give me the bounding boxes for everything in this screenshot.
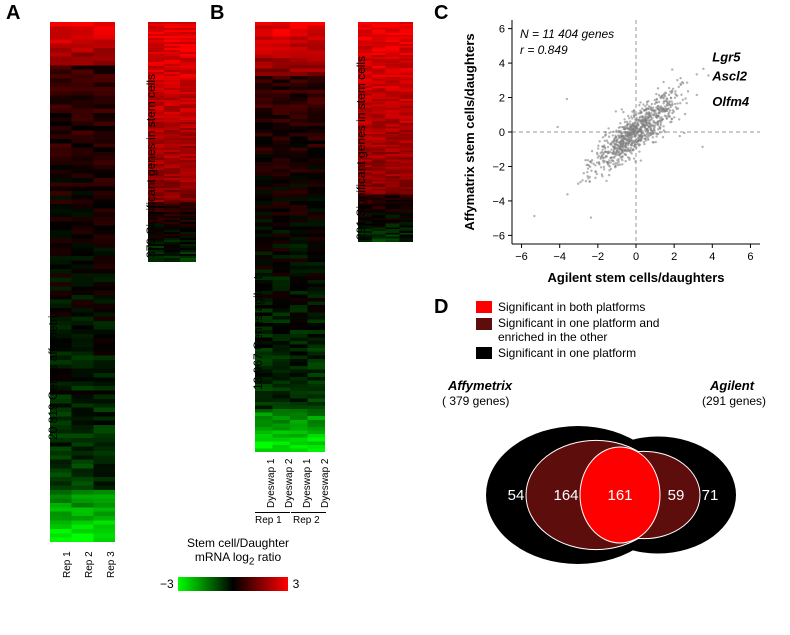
heatmap-a-main-label: 20 819 Genes affymetrix [46, 309, 60, 440]
heatmap-b-main-label: 13 967 Genes agilent [251, 276, 265, 390]
col-label-dye1a: Dyeswap 1 [266, 459, 277, 508]
svg-text:−2: −2 [492, 161, 505, 173]
svg-text:164: 164 [553, 487, 578, 504]
venn-diagram: 54 164 161 59 71 [460, 410, 770, 585]
svg-text:2: 2 [499, 93, 505, 105]
panel-label-a: A [6, 2, 20, 25]
colorbar: −3 3 [160, 575, 299, 593]
svg-text:54: 54 [508, 487, 525, 504]
colorbar-line1: Stem cell/Daughter [158, 536, 318, 550]
svg-text:4: 4 [709, 251, 715, 263]
venn-left-title: Affymetrix [448, 378, 512, 393]
legend-swatch-both [476, 301, 492, 313]
colorbar-max: 3 [293, 577, 300, 591]
svg-text:r = 0.849: r = 0.849 [520, 43, 568, 57]
legend-text-one-enriched: Significant in one platform and enriched… [498, 316, 659, 344]
heatmap-a-main [50, 22, 115, 547]
svg-text:6: 6 [747, 251, 753, 263]
colorbar-title: Stem cell/Daughter mRNA log2 ratio [158, 536, 318, 567]
col-label-rep2: Rep 2 [84, 551, 95, 578]
group-label-rep1: Rep 1 [255, 515, 282, 526]
venn-right-title: Agilent [710, 378, 754, 393]
legend-row-one-enriched: Significant in one platform and enriched… [476, 316, 659, 344]
legend-row-one: Significant in one platform [476, 346, 659, 360]
venn-left-sub: ( 379 genes) [442, 394, 509, 408]
svg-text:0: 0 [499, 127, 505, 139]
svg-text:−2: −2 [592, 251, 605, 263]
svg-text:−4: −4 [492, 196, 505, 208]
heatmap-b-main [255, 22, 325, 457]
scatter-plot: −6 −6 −4 −4 −2 −2 0 0 2 2 4 4 6 6 Agilent stem cells/d… [460, 10, 770, 295]
legend-swatch-one-enriched [476, 318, 492, 330]
venn-right-sub: (291 genes) [702, 394, 766, 408]
svg-text:6: 6 [499, 24, 505, 36]
col-label-dye1b: Dyeswap 1 [302, 459, 313, 508]
colorbar-min: −3 [160, 577, 174, 591]
venn-legend: Significant in both platforms Significan… [476, 300, 659, 362]
col-label-rep1: Rep 1 [62, 551, 73, 578]
col-label-dye2a: Dyeswap 2 [284, 459, 295, 508]
svg-text:4: 4 [499, 58, 505, 70]
colorbar-line2: mRNA log2 ratio [158, 550, 318, 567]
svg-text:Olfm4: Olfm4 [712, 94, 750, 109]
group-divider-1 [255, 512, 290, 513]
legend-text-both: Significant in both platforms [498, 300, 645, 314]
svg-text:Agilent stem cells/daughters: Agilent stem cells/daughters [548, 270, 725, 285]
col-label-dye2b: Dyeswap 2 [320, 459, 331, 508]
svg-text:−6: −6 [492, 230, 505, 242]
svg-text:161: 161 [607, 487, 632, 504]
svg-text:−6: −6 [515, 251, 528, 263]
group-divider-2 [291, 512, 326, 513]
panel-label-c: C [434, 2, 448, 25]
heatmap-a-sig-label: 379 Significant genes in stem cells [144, 74, 158, 258]
svg-text:−4: −4 [553, 251, 566, 263]
legend-swatch-one [476, 347, 492, 359]
group-label-rep2: Rep 2 [293, 515, 320, 526]
svg-text:Lgr5: Lgr5 [712, 49, 741, 64]
svg-text:N = 11 404 genes: N = 11 404 genes [520, 27, 614, 41]
legend-text-one: Significant in one platform [498, 346, 636, 360]
col-label-rep3: Rep 3 [106, 551, 117, 578]
svg-text:0: 0 [633, 251, 639, 263]
svg-text:59: 59 [668, 487, 685, 504]
svg-text:71: 71 [702, 487, 719, 504]
panel-label-b: B [210, 2, 224, 25]
panel-label-d: D [434, 296, 448, 319]
svg-text:Affymatrix stem cells/daughter: Affymatrix stem cells/daughters [462, 33, 477, 230]
svg-text:Ascl2: Ascl2 [711, 68, 747, 83]
heatmap-b-sig-label: 291 Significant genes in stem cells [354, 56, 368, 240]
legend-row-both: Significant in both platforms [476, 300, 659, 314]
svg-text:2: 2 [671, 251, 677, 263]
